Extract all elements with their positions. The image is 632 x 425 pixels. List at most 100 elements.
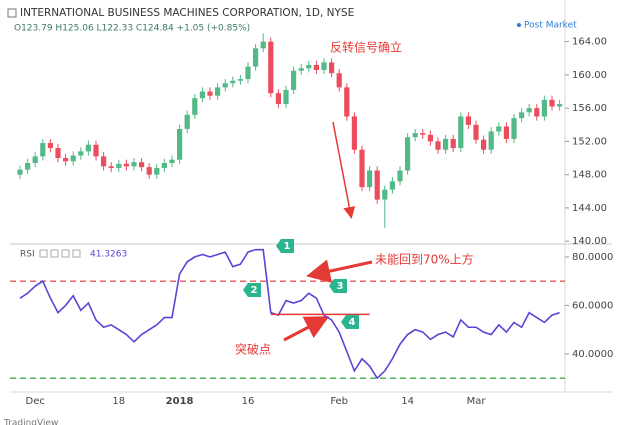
annotation: 未能回到70%上方 <box>375 252 474 267</box>
candle-body <box>215 87 221 96</box>
symbol-title: INTERNATIONAL BUSINESS MACHINES CORPORAT… <box>20 7 354 19</box>
candle-body <box>405 137 411 171</box>
candle-body <box>519 112 525 119</box>
candle-body <box>237 79 243 81</box>
x-tick-label: 2018 <box>166 396 194 407</box>
marker-label: 4 <box>349 317 356 328</box>
x-tick-label: Dec <box>26 396 45 407</box>
collapse-icon[interactable] <box>7 8 17 18</box>
candle-body <box>32 156 38 164</box>
candle-body <box>389 181 395 190</box>
candle-body <box>526 108 532 113</box>
candle-body <box>557 103 563 107</box>
candle-body <box>108 166 114 169</box>
annotation: 突破点 <box>235 342 271 357</box>
candle-body <box>93 144 99 157</box>
candle-body <box>336 73 342 88</box>
candle-body <box>253 48 259 67</box>
candle-body <box>47 143 53 149</box>
candle-body <box>511 118 517 139</box>
candle-body <box>70 155 76 162</box>
candle-body <box>298 68 304 71</box>
x-tick-label: 14 <box>401 396 414 407</box>
candle-body <box>222 83 228 88</box>
y-tick-label: 160.00 <box>572 70 607 81</box>
candle-body <box>55 148 61 159</box>
marker-label: 2 <box>251 285 258 296</box>
candle-body <box>40 143 46 157</box>
candle-body <box>207 91 213 96</box>
candle-body <box>367 170 373 188</box>
y-tick-label: 164.00 <box>572 37 607 48</box>
candle-body <box>78 151 84 156</box>
candle-body <box>344 87 350 117</box>
y-tick-label: 156.00 <box>572 103 607 114</box>
candle-body <box>412 133 418 138</box>
candle-body <box>488 131 494 150</box>
candle-body <box>245 66 251 80</box>
candle-body <box>146 167 152 175</box>
candle-body <box>420 133 426 135</box>
arrow <box>332 121 356 219</box>
candle-body <box>473 124 479 140</box>
annotation: 反转信号确立 <box>330 40 402 55</box>
candle-body <box>549 99 555 107</box>
candle-body <box>101 156 107 167</box>
arrow <box>306 259 373 283</box>
indicator-icon[interactable] <box>50 249 59 258</box>
candle-body <box>351 116 357 150</box>
candle-body <box>123 163 129 167</box>
y-tick-label: 60.0000 <box>572 300 613 311</box>
candle-body <box>63 158 69 162</box>
candle-body <box>541 99 547 117</box>
x-tick-label: 18 <box>112 396 125 407</box>
candle-body <box>534 108 540 117</box>
marker-badge <box>329 279 347 293</box>
marker-label: 1 <box>284 241 291 252</box>
candle-body <box>268 41 274 94</box>
candle-body <box>192 98 198 115</box>
candle-body <box>503 126 509 139</box>
candle-body <box>321 62 327 70</box>
candle-body <box>458 116 464 149</box>
candle-body <box>443 138 449 150</box>
candle-body <box>17 169 23 175</box>
candle-body <box>139 162 145 168</box>
candle-body <box>85 144 91 152</box>
candle-body <box>177 128 183 160</box>
candle-body <box>359 149 365 188</box>
indicator-icon[interactable] <box>61 249 70 258</box>
y-tick-label: 144.00 <box>572 203 607 214</box>
watermark: TradingView <box>3 419 58 425</box>
candle-body <box>306 64 312 69</box>
candle-body <box>154 168 160 175</box>
indicator-icon[interactable] <box>39 249 48 258</box>
y-tick-label: 148.00 <box>572 170 607 181</box>
candle-body <box>184 114 190 129</box>
marker-badge <box>341 315 359 329</box>
marker-badge <box>276 239 294 253</box>
y-tick-label: 152.00 <box>572 136 607 147</box>
candle-body <box>283 89 289 104</box>
y-tick-label: 80.0000 <box>572 252 613 263</box>
candle-body <box>260 41 266 49</box>
candle-body <box>275 93 281 104</box>
candle-body <box>291 70 297 90</box>
candle-body <box>25 163 31 170</box>
ohlc-values: O123.79 H125.06 L122.33 C124.84 +1.05 (+… <box>14 24 250 34</box>
y-tick-label: 140.00 <box>572 236 607 247</box>
marker-label: 3 <box>337 281 344 292</box>
candle-body <box>199 91 205 99</box>
candle-body <box>230 80 236 84</box>
candle-body <box>116 163 122 169</box>
indicator-icon[interactable] <box>72 249 81 258</box>
status-dot <box>517 23 521 27</box>
candle-body <box>481 139 487 150</box>
candle-body <box>382 189 388 200</box>
candle-body <box>131 162 137 167</box>
candle-body <box>313 64 319 70</box>
candle-body <box>397 170 403 182</box>
arrow <box>283 316 330 342</box>
candle-body <box>374 170 380 200</box>
x-tick-label: 16 <box>242 396 255 407</box>
